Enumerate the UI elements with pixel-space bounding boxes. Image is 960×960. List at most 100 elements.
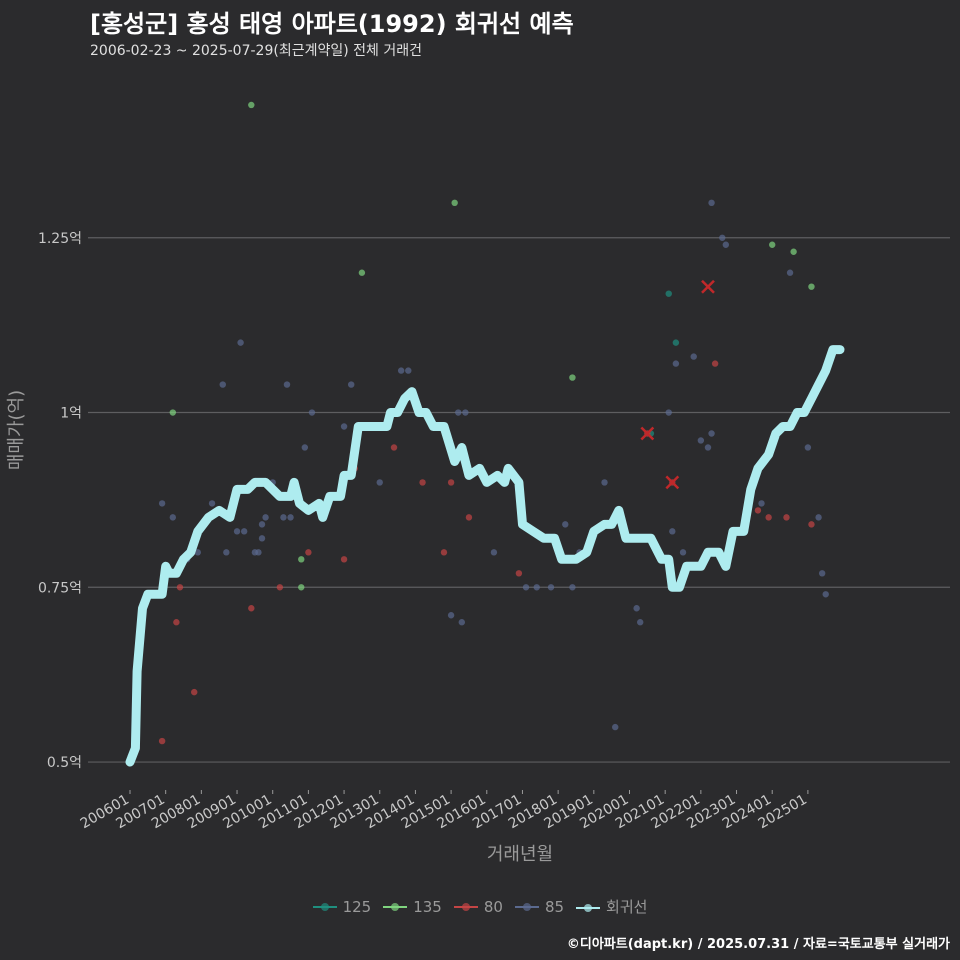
data-point-85 (462, 409, 469, 416)
highlight-marker (665, 475, 680, 490)
data-point-85 (679, 549, 687, 556)
data-point-80 (158, 737, 166, 745)
legend-label: 회귀선 (606, 898, 648, 916)
data-point-80 (711, 360, 719, 367)
data-point-85 (822, 591, 829, 598)
data-point-85 (601, 479, 608, 486)
x-axis-title: 거래년월 (487, 844, 553, 865)
axis-layer: 0.5억0.75억1억1.25억200601200701200801200901… (38, 231, 810, 832)
highlight-marker (640, 426, 655, 441)
legend-swatch (514, 903, 539, 911)
legend: 125 135 80 85 회귀선 (0, 896, 960, 917)
data-point-85 (255, 549, 262, 556)
y-tick-label: 0.5억 (47, 755, 82, 771)
highlight-marker (701, 279, 715, 294)
data-point-85 (405, 367, 412, 374)
data-point-80 (754, 507, 762, 514)
legend-swatch (312, 903, 337, 911)
data-point-85 (633, 605, 640, 612)
y-tick-label: 0.75억 (38, 580, 82, 596)
data-point-85 (637, 619, 644, 626)
data-point-80 (515, 570, 523, 577)
data-point-80 (808, 521, 815, 528)
data-point-80 (765, 514, 772, 521)
data-point-85 (283, 381, 291, 388)
data-point-80 (276, 584, 284, 591)
data-point-85 (669, 528, 676, 535)
data-point-135 (169, 409, 177, 416)
data-point-85 (233, 528, 241, 535)
data-point-85 (194, 549, 201, 556)
legend-label: 80 (483, 897, 503, 916)
data-point-85 (301, 444, 309, 451)
data-point-85 (258, 521, 266, 528)
data-point-80 (465, 514, 473, 521)
data-point-80 (191, 688, 198, 696)
data-point-85 (569, 584, 576, 591)
data-point-135 (298, 584, 305, 591)
legend-swatch (453, 903, 478, 911)
data-point-80 (783, 514, 790, 521)
data-point-80 (419, 479, 426, 486)
data-point-135 (808, 283, 815, 290)
data-point-135 (569, 374, 576, 381)
data-point-135 (790, 248, 797, 255)
data-point-80 (173, 619, 180, 626)
data-point-85 (158, 500, 166, 507)
data-point-85 (287, 514, 294, 521)
data-point-85 (219, 381, 226, 388)
data-point-85 (376, 479, 383, 486)
data-point-85 (522, 584, 530, 591)
data-point-85 (262, 514, 269, 521)
chart-subtitle: 2006-02-23 ~ 2025-07-29(최근계약일) 전체 거래건 (90, 43, 422, 59)
data-point-85 (340, 423, 348, 430)
data-point-85 (208, 500, 216, 507)
data-point-85 (447, 612, 455, 619)
regression-line (125, 345, 845, 767)
data-point-85 (708, 430, 715, 437)
chart-title: [홍성군] 홍성 태영 아파트(1992) 회귀선 예측 (90, 10, 574, 38)
legend-item: 125 (312, 897, 372, 916)
data-point-80 (440, 549, 448, 556)
data-point-85 (758, 500, 765, 507)
y-axis-title: 매매가(억) (6, 390, 27, 470)
data-point-85 (665, 409, 672, 416)
data-point-85 (169, 514, 177, 521)
legend-item: 135 (383, 898, 442, 916)
data-point-85 (708, 199, 715, 207)
data-point-80 (447, 479, 455, 486)
data-point-80 (305, 549, 312, 556)
data-point-135 (451, 199, 458, 207)
data-point-85 (458, 619, 466, 626)
data-point-85 (308, 409, 316, 416)
legend-label: 85 (544, 897, 565, 916)
data-point-85 (818, 570, 826, 577)
data-point-85 (562, 521, 569, 528)
data-point-85 (237, 339, 244, 346)
data-point-85 (547, 584, 555, 591)
y-tick-label: 1.25억 (38, 231, 82, 247)
grid-layer (88, 237, 950, 763)
data-point-85 (719, 234, 726, 241)
data-point-85 (240, 528, 248, 535)
legend-label: 135 (413, 897, 442, 916)
legend-swatch (576, 903, 601, 912)
data-point-85 (672, 360, 680, 367)
legend-item: 80 (453, 897, 503, 916)
data-point-135 (248, 101, 255, 109)
data-point-125 (672, 339, 680, 346)
data-point-85 (815, 514, 822, 521)
legend-item: 85 (514, 897, 565, 916)
data-point-135 (358, 269, 366, 276)
data-point-80 (176, 584, 184, 591)
data-point-80 (390, 444, 398, 451)
legend-swatch (383, 903, 408, 911)
data-point-85 (397, 367, 405, 374)
data-point-80 (248, 605, 255, 612)
data-point-135 (769, 241, 776, 248)
legend-label: 125 (342, 897, 372, 916)
regression-layer (125, 345, 845, 767)
data-point-85 (722, 241, 730, 248)
data-point-85 (490, 549, 498, 556)
